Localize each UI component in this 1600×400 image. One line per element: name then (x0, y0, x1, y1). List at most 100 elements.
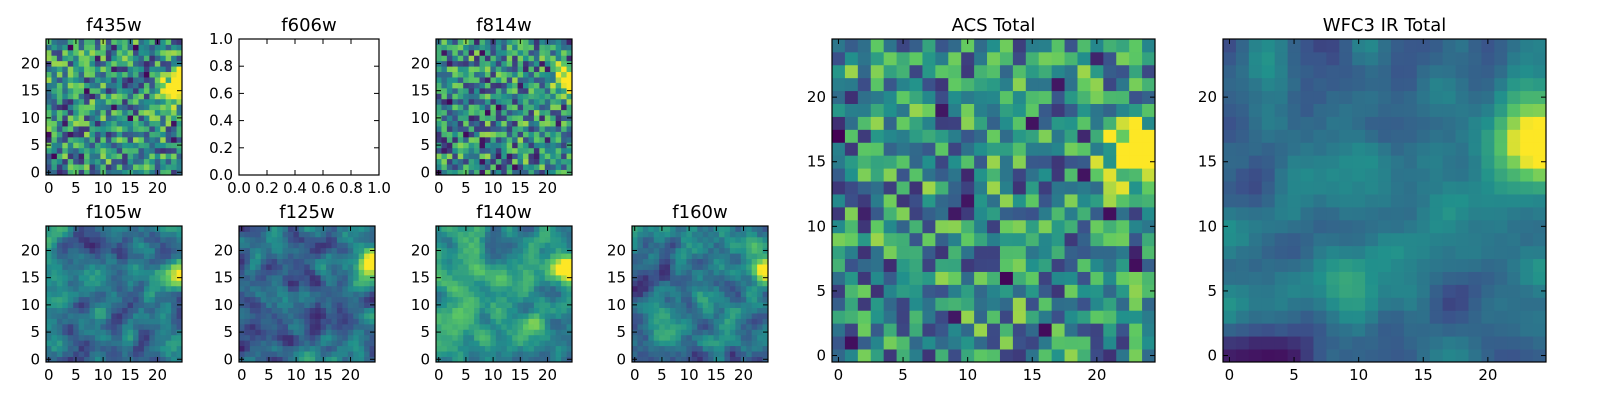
heatmap-cell (62, 345, 69, 352)
heatmap-cell (523, 313, 529, 319)
heatmap-cell (561, 274, 567, 281)
heatmap-cell (751, 253, 758, 260)
heatmap-cell (463, 318, 470, 325)
heatmap-cell (479, 93, 486, 100)
heatmap-cell (342, 307, 349, 314)
heatmap-cell (122, 39, 128, 45)
heatmap-cell (533, 147, 540, 154)
heatmap-cell (659, 323, 666, 330)
heatmap-cell (309, 334, 316, 341)
heatmap-cell (1365, 297, 1379, 311)
heatmap-cell (632, 351, 638, 357)
heatmap-cell (282, 340, 289, 347)
heatmap-cell (523, 55, 529, 62)
heatmap-cell (353, 242, 360, 249)
heatmap-cell (702, 329, 709, 336)
heatmap-cell (533, 236, 540, 243)
heatmap-cell (490, 109, 497, 116)
heatmap-cell (544, 334, 551, 341)
heatmap-cell (1090, 116, 1104, 130)
heatmap-cell (490, 60, 497, 67)
heatmap-cell (364, 307, 370, 314)
heatmap-cell (896, 297, 910, 311)
heatmap-cell (642, 345, 649, 352)
heatmap-cell (127, 313, 134, 319)
heatmap-cell (490, 296, 497, 303)
heatmap-cell (680, 247, 687, 254)
heatmap-cell (331, 274, 338, 281)
heatmap-cell (149, 87, 156, 94)
heatmap-cell (165, 345, 172, 352)
heatmap-cell (501, 71, 508, 78)
heatmap-cell (1481, 284, 1495, 298)
heatmap-cell (544, 242, 551, 249)
heatmap-cell (277, 280, 283, 287)
heatmap-cell (304, 285, 311, 292)
heatmap-cell (1116, 245, 1130, 260)
heatmap-cell (100, 82, 107, 89)
heatmap-cell (1064, 116, 1078, 130)
heatmap-cell (1261, 232, 1276, 247)
heatmap-cell (762, 285, 769, 292)
heatmap-cell (484, 323, 491, 330)
heatmap-cell (501, 142, 508, 149)
heatmap-cell (713, 258, 720, 265)
heatmap-cell (490, 318, 497, 325)
heatmap-cell (659, 329, 666, 336)
heatmap-cell (1442, 206, 1456, 221)
heatmap-cell (517, 264, 524, 270)
heatmap-cell (495, 120, 502, 127)
heatmap-cell (138, 313, 145, 319)
heatmap-cell (740, 307, 747, 314)
heatmap-cell (883, 51, 897, 66)
heatmap-cell (533, 60, 540, 67)
heatmap-cell (974, 349, 988, 363)
heatmap-cell (523, 329, 529, 336)
heatmap-cell (452, 153, 459, 160)
heatmap-cell (1507, 271, 1521, 285)
heatmap-cell (1064, 323, 1078, 337)
heatmap-cell (56, 82, 63, 89)
heatmap-cell (533, 280, 540, 287)
heatmap-cell (506, 280, 513, 287)
heatmap-cell (331, 231, 338, 238)
heatmap-cell (528, 104, 535, 111)
heatmap-cell (870, 245, 885, 260)
heatmap-cell (56, 307, 63, 314)
heatmap-cell (533, 247, 540, 254)
heatmap-cell (512, 302, 518, 308)
heatmap-cell (642, 285, 649, 292)
heatmap-cell (490, 126, 497, 132)
heatmap-cell (154, 307, 161, 314)
heatmap-cell (105, 60, 112, 67)
heatmap-cell (171, 104, 177, 111)
heatmap-cell (320, 274, 327, 281)
heatmap-cell (452, 77, 459, 83)
heatmap-cell (369, 253, 376, 260)
heatmap-cell (176, 318, 183, 325)
heatmap-cell (686, 258, 693, 265)
heatmap-cell (523, 66, 529, 73)
heatmap-cell (746, 253, 753, 260)
heatmap-cell (561, 153, 567, 160)
heatmap-cell (740, 345, 747, 352)
heatmap-cell (1455, 232, 1469, 247)
heatmap-cell (315, 226, 321, 232)
x-tick-label: 20 (538, 179, 557, 197)
heatmap-cell (441, 231, 448, 238)
heatmap-cell (271, 323, 278, 330)
heatmap-cell (1012, 129, 1027, 143)
heatmap-cell (441, 115, 448, 121)
heatmap-cell (176, 55, 183, 62)
heatmap-cell (501, 169, 508, 176)
heatmap-cell (143, 236, 150, 243)
heatmap-cell (479, 247, 486, 254)
heatmap-cell (446, 264, 453, 270)
heatmap-cell (133, 136, 139, 143)
heatmap-cell (713, 340, 720, 347)
heatmap-cell (51, 296, 58, 303)
heatmap-cell (1077, 129, 1091, 143)
heatmap-cell (94, 318, 101, 325)
heatmap-cell (105, 82, 112, 89)
